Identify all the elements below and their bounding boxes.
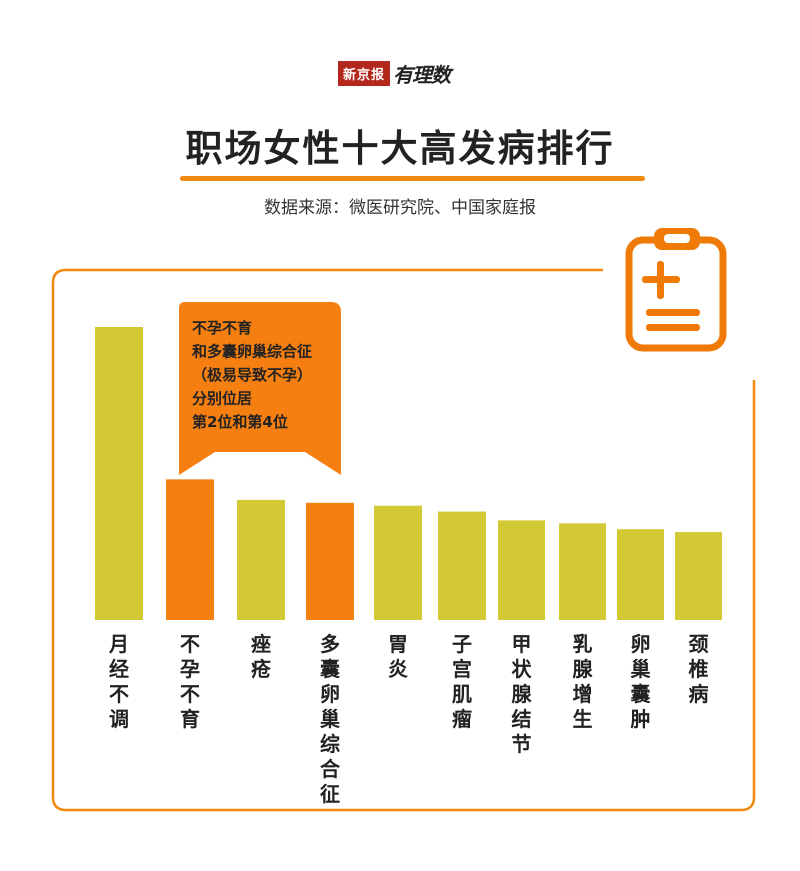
svg-text:多囊卵巢综合征: 多囊卵巢综合征 <box>319 632 341 806</box>
bar-9 <box>617 529 664 620</box>
bar-10 <box>675 532 722 620</box>
category-label-8: 乳腺增生 <box>573 632 594 731</box>
callout-line-3: （极易导致不孕） <box>192 366 312 384</box>
svg-text:甲状腺结节: 甲状腺结节 <box>512 632 533 756</box>
medical-clipboard-icon <box>625 228 727 352</box>
callout-line-4: 分别位居 <box>192 390 252 408</box>
category-label-10: 颈椎病 <box>689 632 709 706</box>
callout-line-1: 不孕不育 <box>192 319 252 337</box>
bar-7 <box>498 520 545 620</box>
category-label-5: 胃炎 <box>388 632 408 681</box>
svg-text:颈椎病: 颈椎病 <box>689 632 709 706</box>
svg-text:胃炎: 胃炎 <box>388 632 408 681</box>
svg-text:乳腺增生: 乳腺增生 <box>573 632 594 731</box>
logo-brand: 新京报 <box>338 60 391 86</box>
logo-column: 有理数 <box>393 62 451 87</box>
callout-bubble <box>179 302 341 475</box>
bar-6 <box>438 511 486 620</box>
bar-1 <box>95 327 143 620</box>
svg-text:月经不调: 月经不调 <box>108 632 129 731</box>
bar-2 <box>166 479 214 620</box>
callout-line-5: 第2位和第4位 <box>192 413 288 431</box>
category-label-4: 多囊卵巢综合征 <box>319 632 341 806</box>
category-label-7: 甲状腺结节 <box>512 632 533 756</box>
category-label-3: 痤疮 <box>251 632 271 681</box>
category-label-9: 卵巢囊肿 <box>630 632 651 731</box>
bar-4 <box>306 502 354 620</box>
brand-logo: 新京报 有理数 <box>338 58 451 88</box>
svg-text:痤疮: 痤疮 <box>251 632 271 681</box>
category-label-1: 月经不调 <box>108 632 129 731</box>
chart-frame <box>51 268 756 812</box>
svg-text:卵巢囊肿: 卵巢囊肿 <box>630 632 651 731</box>
bar-8 <box>559 523 606 620</box>
bar-5 <box>374 505 422 620</box>
bar-3 <box>237 499 285 620</box>
page-title: 职场女性十大高发病排行 <box>185 127 615 170</box>
svg-text:不孕不育: 不孕不育 <box>180 632 200 731</box>
category-label-6: 子宫肌瘤 <box>452 632 472 731</box>
category-label-2: 不孕不育 <box>180 632 200 731</box>
callout-line-2: 和多囊卵巢综合征 <box>192 343 312 361</box>
data-source: 数据来源：微医研究院、中国家庭报 <box>264 198 536 218</box>
svg-text:子宫肌瘤: 子宫肌瘤 <box>452 632 472 731</box>
title-underline <box>180 176 645 181</box>
